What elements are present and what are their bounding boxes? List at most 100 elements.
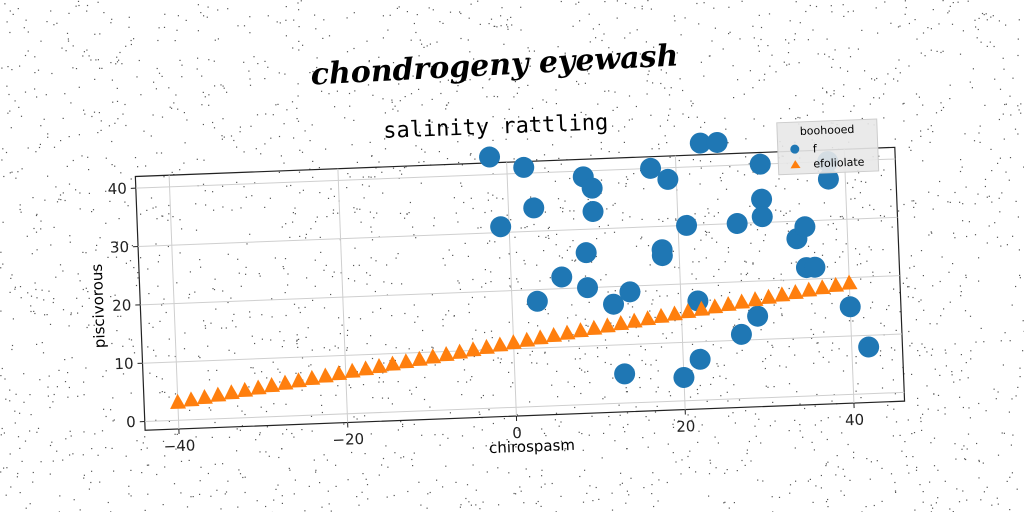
noise-speck — [436, 41, 438, 43]
noise-speck — [34, 282, 36, 284]
noise-speck — [830, 95, 832, 97]
noise-speck — [877, 32, 879, 34]
noise-speck — [124, 201, 126, 203]
noise-speck — [658, 148, 660, 150]
noise-speck — [174, 393, 177, 395]
noise-speck — [249, 16, 251, 18]
noise-speck — [411, 393, 413, 395]
noise-speck — [576, 80, 578, 83]
noise-speck — [493, 25, 495, 27]
noise-speck — [658, 143, 660, 145]
noise-speck — [624, 126, 626, 128]
noise-speck — [68, 12, 70, 14]
noise-speck — [588, 434, 590, 436]
noise-speck — [1017, 38, 1019, 40]
noise-speck — [346, 349, 348, 351]
noise-speck — [842, 95, 845, 97]
noise-speck — [853, 105, 855, 107]
noise-speck — [208, 407, 210, 409]
noise-speck — [369, 211, 371, 213]
noise-speck — [457, 85, 459, 87]
noise-speck — [492, 194, 494, 196]
noise-speck — [95, 249, 97, 251]
noise-speck — [147, 493, 149, 495]
noise-speck — [869, 204, 871, 206]
noise-speck — [460, 12, 462, 15]
noise-speck — [224, 493, 226, 495]
noise-speck — [934, 368, 936, 370]
noise-speck — [606, 347, 608, 349]
noise-speck — [667, 119, 669, 121]
noise-speck — [207, 6, 209, 8]
noise-speck — [118, 59, 120, 61]
noise-speck — [809, 4, 811, 7]
noise-speck — [584, 371, 586, 373]
noise-speck — [300, 372, 302, 374]
noise-speck — [650, 364, 652, 366]
noise-speck — [1009, 95, 1011, 97]
noise-speck — [283, 162, 285, 164]
noise-speck — [439, 444, 441, 446]
noise-speck — [578, 83, 580, 85]
noise-speck — [238, 272, 240, 274]
noise-speck — [920, 52, 922, 54]
noise-speck — [362, 384, 365, 386]
noise-speck — [30, 305, 32, 307]
noise-speck — [523, 259, 525, 262]
noise-speck — [525, 468, 527, 470]
noise-speck — [88, 324, 90, 326]
noise-speck — [748, 309, 750, 311]
noise-speck — [130, 392, 132, 394]
noise-speck — [480, 397, 482, 399]
noise-speck — [924, 55, 926, 57]
noise-speck — [612, 204, 614, 206]
noise-speck — [964, 310, 967, 312]
noise-speck — [958, 501, 961, 503]
noise-speck — [688, 466, 690, 469]
noise-speck — [839, 67, 841, 69]
noise-speck — [277, 368, 279, 370]
noise-speck — [150, 135, 152, 137]
noise-speck — [631, 118, 633, 120]
noise-speck — [568, 340, 570, 342]
noise-speck — [692, 159, 694, 161]
scatter-point-f — [749, 153, 771, 175]
noise-speck — [41, 342, 43, 344]
noise-speck — [677, 292, 679, 295]
noise-speck — [214, 463, 216, 465]
noise-speck — [525, 130, 527, 132]
noise-speck — [479, 508, 481, 510]
noise-speck — [265, 410, 268, 413]
noise-speck — [582, 501, 585, 503]
scatter-point-f — [651, 245, 673, 267]
noise-speck — [292, 221, 294, 223]
noise-speck — [667, 443, 669, 445]
noise-speck — [307, 327, 309, 329]
noise-speck — [116, 100, 119, 102]
noise-speck — [674, 320, 676, 322]
noise-speck — [23, 401, 25, 403]
noise-speck — [597, 356, 599, 358]
noise-speck — [991, 170, 993, 172]
noise-speck — [812, 333, 815, 335]
noise-speck — [932, 9, 934, 11]
noise-speck — [404, 217, 406, 219]
noise-speck — [328, 35, 331, 37]
noise-speck — [725, 128, 727, 130]
noise-speck — [979, 125, 981, 127]
noise-speck — [734, 324, 736, 326]
noise-speck — [555, 103, 557, 105]
noise-speck — [640, 238, 642, 240]
noise-speck — [323, 19, 325, 21]
legend-marker-efoliolate — [790, 160, 801, 169]
noise-speck — [116, 56, 118, 58]
noise-speck — [239, 429, 241, 431]
noise-speck — [243, 151, 245, 153]
noise-speck — [690, 100, 692, 102]
noise-speck — [322, 37, 324, 39]
noise-speck — [499, 257, 501, 259]
noise-speck — [959, 379, 961, 381]
scatter-point-efoliolate — [358, 360, 375, 376]
noise-speck — [27, 31, 29, 33]
noise-speck — [753, 118, 755, 120]
